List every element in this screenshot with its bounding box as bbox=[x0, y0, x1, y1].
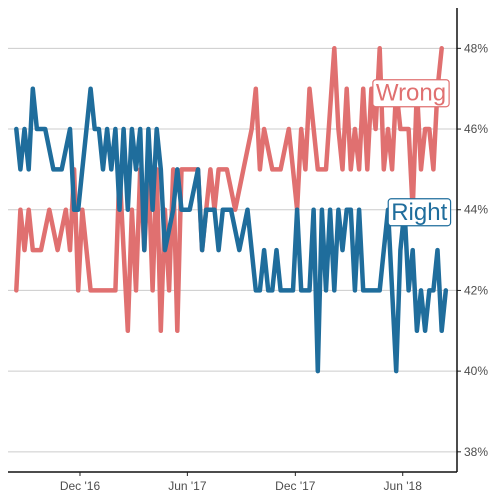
x-tick-label: Jun '18 bbox=[384, 479, 423, 493]
x-tick-label: Dec '16 bbox=[60, 479, 101, 493]
series-labels: Wrong Right bbox=[372, 79, 452, 227]
y-tick-label: 38% bbox=[464, 445, 488, 459]
x-tick-label: Dec '17 bbox=[275, 479, 316, 493]
x-tick-label: Jun '17 bbox=[168, 479, 207, 493]
series-label-box bbox=[387, 198, 452, 227]
series-label-wrong: Wrong bbox=[372, 79, 450, 108]
series-line-wrong bbox=[14, 46, 444, 334]
y-tick-label: 42% bbox=[464, 283, 488, 297]
series-lines bbox=[14, 46, 449, 374]
y-tick-label: 40% bbox=[464, 364, 488, 378]
series-label-right: Right bbox=[387, 198, 452, 227]
series-label-box bbox=[372, 79, 450, 108]
series-line-right bbox=[14, 86, 449, 374]
axes: 38% 40% 42% 44% 46% 48% Dec '16 Jun '17 Dec '17 J… bbox=[8, 8, 488, 493]
y-tick-label: 44% bbox=[464, 203, 488, 217]
series-label-text: Wrong bbox=[376, 80, 446, 107]
y-tick-label: 48% bbox=[464, 41, 488, 55]
series-label-text: Right bbox=[391, 199, 447, 226]
y-tick-label: 46% bbox=[464, 122, 488, 136]
